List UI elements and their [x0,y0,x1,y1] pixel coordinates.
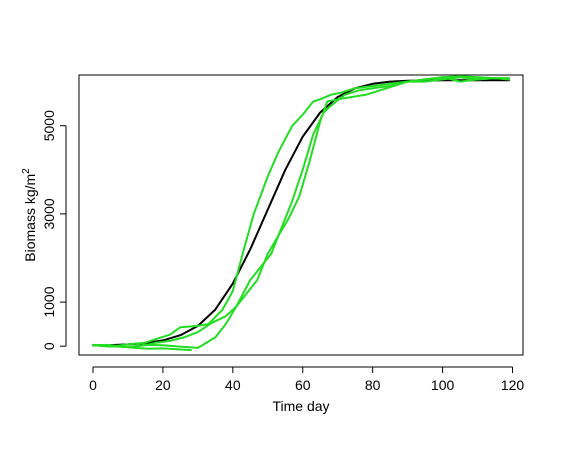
x-axis-title: Time day [272,398,329,414]
x-tick-label-60: 60 [295,377,311,393]
plot-area-border [78,74,524,356]
series-line-1 [92,79,510,347]
y-axis: 0 1000 3000 5000 [41,110,67,350]
x-tick-label-20: 20 [155,377,171,393]
series-layer [92,75,510,352]
series-line-5 [92,75,510,349]
x-axis: 0 20 40 60 80 100 120 [89,366,525,393]
y-axis-title-superscript: 2 [21,168,32,174]
y-axis-title-main: Biomass kg/m [22,174,38,262]
y-tick-label-3000: 3000 [41,198,57,229]
x-tick-label-40: 40 [225,377,241,393]
x-tick-label-100: 100 [431,377,455,393]
y-axis-title: Biomass kg/m2 [21,168,38,262]
x-tick-label-120: 120 [501,377,525,393]
y-tick-label-5000: 5000 [41,110,57,141]
y-tick-label-0: 0 [41,342,57,350]
series-line-4 [92,76,510,349]
series-line-3 [92,76,510,348]
x-tick-label-0: 0 [89,377,97,393]
x-tick-label-80: 80 [365,377,381,393]
y-tick-label-1000: 1000 [41,286,57,317]
